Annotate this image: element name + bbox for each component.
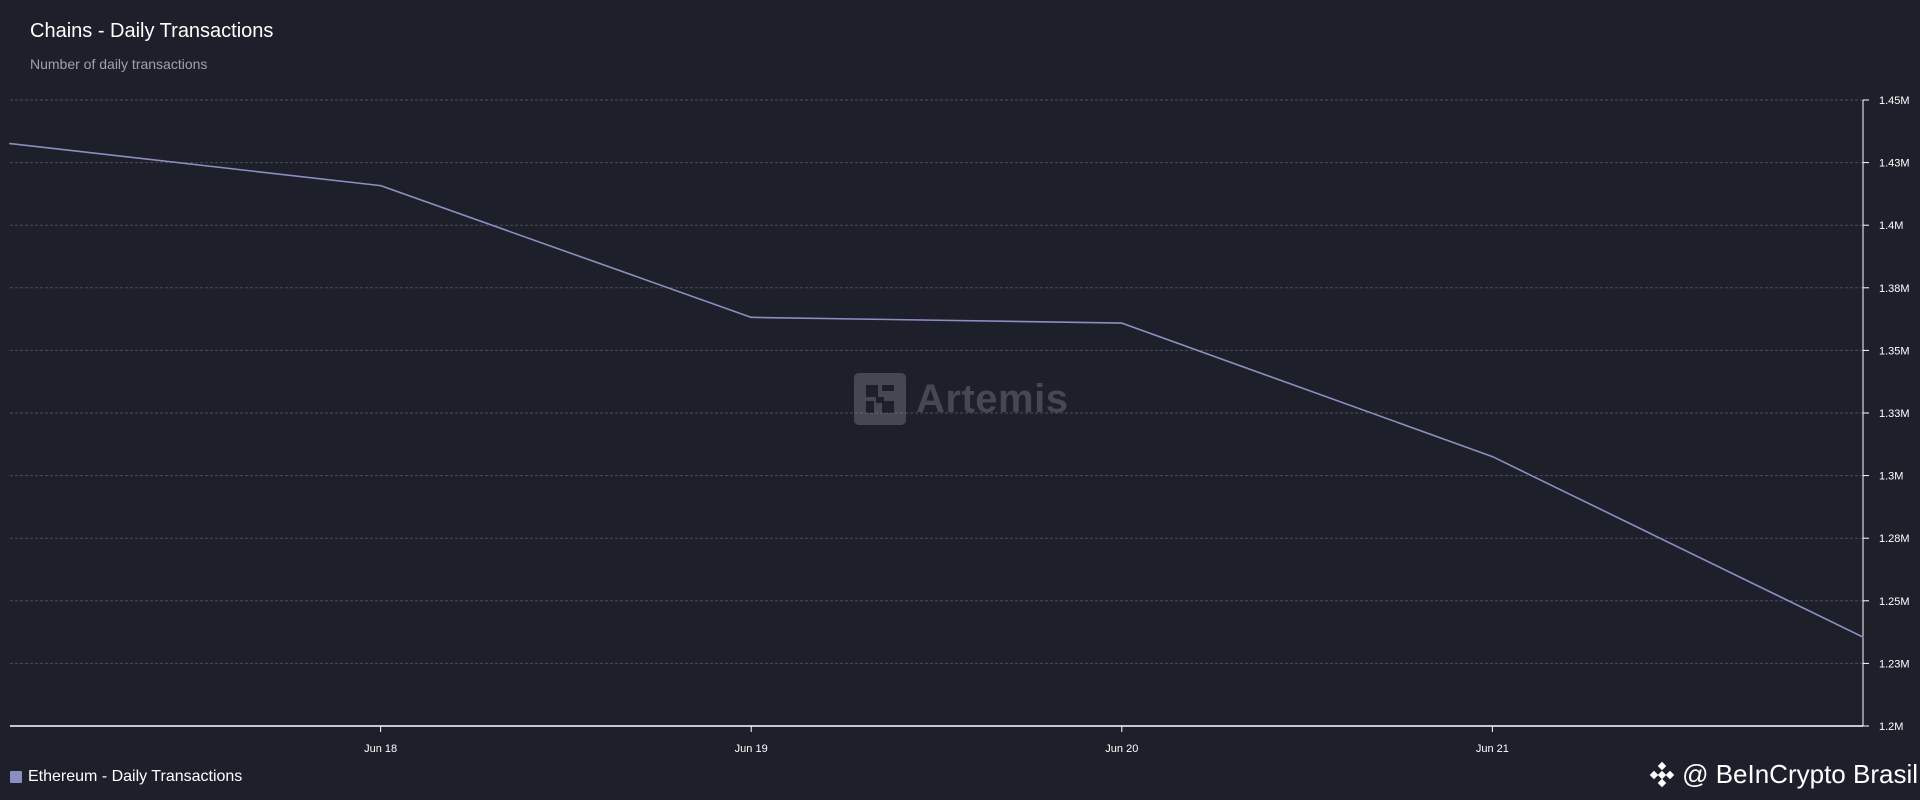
binance-diamond-icon: [1649, 761, 1675, 787]
chart-title: Chains - Daily Transactions: [30, 20, 274, 42]
data-point: [1491, 455, 1494, 458]
y-tick-label: 1.4M: [1879, 220, 1903, 232]
x-tick-label: Jun 18: [364, 743, 397, 755]
y-tick-label: 1.28M: [1879, 533, 1910, 545]
chart-subtitle: Number of daily transactions: [30, 56, 208, 72]
y-tick-label: 1.43M: [1879, 158, 1910, 170]
y-tick-label: 1.23M: [1879, 658, 1910, 670]
x-tick-label: Jun 20: [1105, 743, 1138, 755]
data-point: [750, 316, 752, 319]
y-tick-label: 1.33M: [1879, 408, 1910, 420]
y-tick-label: 1.2M: [1879, 721, 1903, 733]
y-tick-label: 1.3M: [1879, 471, 1903, 483]
data-point: [1862, 636, 1864, 638]
y-tick-label: 1.35M: [1879, 345, 1910, 357]
watermark-text: Artemis: [916, 376, 1069, 421]
legend-label: Ethereum - Daily Transactions: [28, 768, 243, 785]
artemis-logo-icon: [854, 373, 906, 425]
artemis-watermark: Artemis: [854, 373, 1068, 425]
credit-text: @ BeInCrypto Brasil: [1682, 759, 1918, 789]
y-tick-label: 1.45M: [1879, 95, 1910, 107]
x-tick-label: Jun 19: [735, 743, 768, 755]
chart-axes: 1.2M 1.23M 1.25M 1.28M 1.3M 1.33M 1.35M 1.38M 1.…: [10, 95, 1910, 755]
y-tick-label: 1.25M: [1879, 596, 1910, 608]
data-point: [1121, 322, 1123, 324]
series-line: [9, 142, 1864, 638]
beincrypto-credit: @ BeInCrypto Brasil: [1648, 759, 1918, 790]
x-tick-label: Jun 21: [1476, 743, 1509, 755]
data-point: [379, 184, 382, 187]
grid-lines: [10, 99, 1863, 664]
legend-swatch: [10, 771, 22, 783]
y-tick-label: 1.38M: [1879, 283, 1910, 295]
chart-legend[interactable]: Ethereum - Daily Transactions: [10, 768, 242, 786]
data-point: [9, 142, 11, 145]
series-layer: [9, 142, 1864, 638]
